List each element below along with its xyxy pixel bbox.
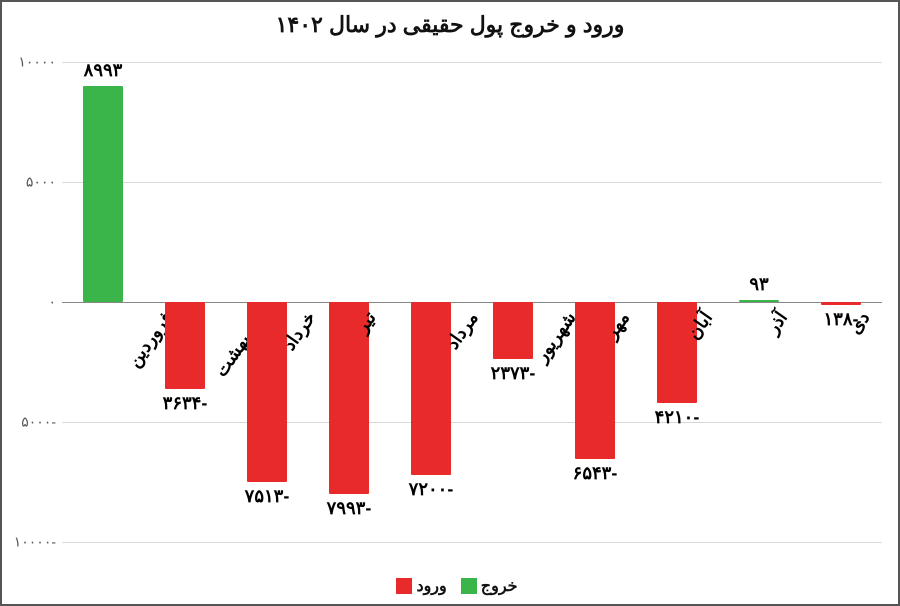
category-label: شهریور [531, 308, 581, 366]
y-tick-label: ۱۰۰۰۰- [14, 534, 56, 551]
legend-swatch [461, 578, 477, 594]
plot-area: ۱۰۰۰۰۵۰۰۰۰۵۰۰۰-۱۰۰۰۰-۸۹۹۳فروردین۳۶۳۴-ارد… [62, 62, 882, 542]
bar [83, 86, 122, 302]
bar [739, 300, 778, 302]
value-label: ۷۲۰۰- [409, 479, 454, 500]
grid-line [62, 182, 882, 183]
y-tick-label: ۵۰۰۰- [21, 414, 56, 431]
bar [821, 302, 860, 305]
grid-line [62, 62, 882, 63]
category-label: آذر [762, 308, 792, 338]
grid-line [62, 422, 882, 423]
value-label: ۳۶۳۴- [163, 393, 208, 414]
legend-label: خروج [481, 578, 518, 595]
bar [247, 302, 286, 482]
y-tick-label: ۵۰۰۰ [26, 174, 56, 191]
chart-title: ورود و خروج پول حقیقی در سال ۱۴۰۲ [2, 12, 898, 38]
bar [493, 302, 532, 359]
legend-swatch [396, 578, 412, 594]
value-label: ۲۳۷۳- [491, 363, 536, 384]
bar [411, 302, 450, 475]
grid-line [62, 542, 882, 543]
value-label: ۸۹۹۳ [84, 60, 123, 81]
value-label: ۴۲۱۰- [655, 407, 700, 428]
value-label: ۷۵۱۳- [245, 486, 290, 507]
bar [165, 302, 204, 389]
legend-label: ورود [416, 578, 446, 595]
legend: خروج ورود [2, 576, 898, 596]
value-label: ۶۵۴۳- [573, 463, 618, 484]
money-flow-chart: ورود و خروج پول حقیقی در سال ۱۴۰۲ ۱۰۰۰۰۵… [0, 0, 900, 606]
bar [657, 302, 696, 403]
y-tick-label: ۰ [48, 294, 56, 311]
y-tick-label: ۱۰۰۰۰ [18, 54, 56, 71]
value-label: ۹۳ [749, 274, 768, 295]
value-label: ۷۹۹۳- [327, 498, 372, 519]
